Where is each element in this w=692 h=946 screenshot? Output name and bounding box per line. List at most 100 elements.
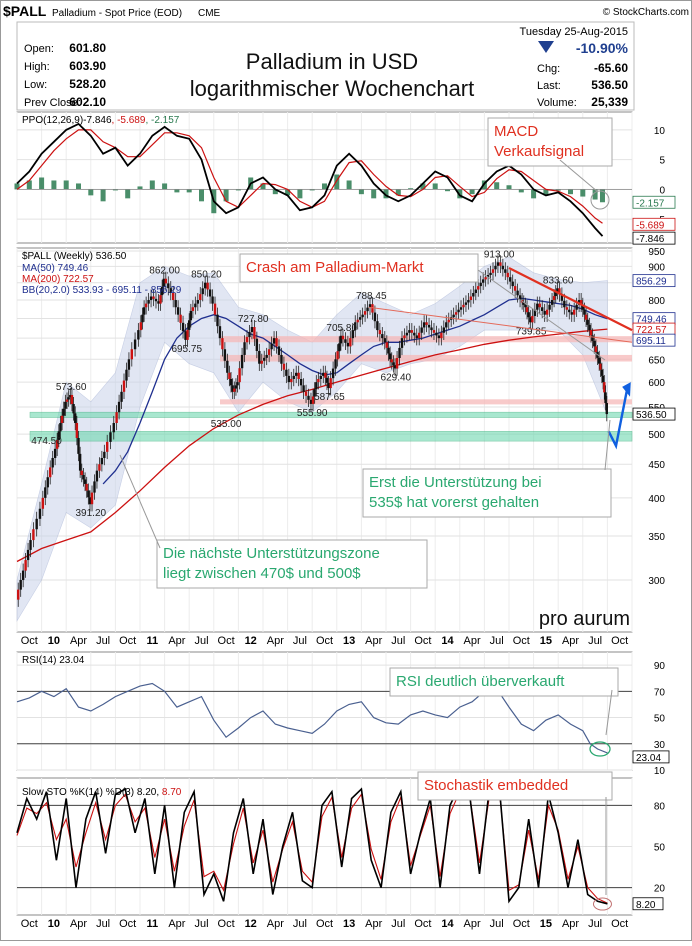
resistance-zone — [220, 354, 632, 362]
x-tick-label: Oct — [611, 635, 628, 647]
price-bar — [511, 281, 514, 287]
price-y-tick: 500 — [648, 430, 665, 441]
legend-item: Slow STO %K(14) %D(3) — [22, 787, 134, 798]
stat-value: 603.90 — [69, 59, 106, 73]
price-bar — [53, 448, 57, 458]
price-panel: 9509008508007507006506005505004504003503… — [16, 247, 676, 633]
rsi-circle — [589, 741, 611, 757]
ppo-histogram-bar — [297, 189, 303, 199]
ppo-last-value-box — [632, 195, 676, 209]
x-tick-label: Jul — [391, 918, 405, 930]
price-bar — [206, 282, 209, 290]
macd-annotation-box — [487, 117, 613, 167]
price-bar — [366, 307, 369, 312]
price-last-value: 749.46 — [636, 315, 667, 326]
price-bar — [93, 481, 96, 493]
price-bar — [529, 317, 532, 323]
exchange: CME — [198, 8, 221, 19]
x-tick-label: 14 — [441, 635, 454, 647]
price-bar — [64, 401, 67, 409]
x-tick-label: 10 — [48, 918, 60, 930]
ppo-y-tick: 0 — [659, 185, 665, 196]
price-bar — [133, 339, 137, 350]
price-label: 695.75 — [171, 344, 202, 355]
price-bar — [240, 354, 244, 369]
ppo-histogram-bar — [112, 189, 118, 191]
x-tick-label: Apr — [365, 635, 382, 647]
x-tick-label: Apr — [365, 918, 382, 930]
price-bar — [211, 296, 214, 304]
x-tick-label: 15 — [540, 918, 552, 930]
price-bar — [292, 375, 295, 379]
x-tick-label: Apr — [168, 635, 185, 647]
price-bar — [467, 300, 470, 303]
x-tick-label: Apr — [562, 918, 579, 930]
stat-label: Prev Close: — [24, 97, 81, 109]
x-tick-label: Oct — [414, 918, 431, 930]
price-bar — [51, 457, 54, 468]
price-bar — [477, 286, 480, 290]
legend-item: -7.846 — [83, 115, 112, 126]
price-bar — [82, 475, 85, 480]
rsi-pointer — [605, 689, 613, 736]
price-bar — [422, 322, 426, 328]
symbol: $PALL — [3, 3, 47, 19]
price-bar — [167, 283, 170, 289]
price-label: 739.85 — [516, 326, 547, 337]
price-label: 535.00 — [211, 419, 242, 430]
price-bar — [501, 265, 505, 270]
price-bar — [125, 369, 128, 381]
price-bar — [445, 322, 448, 328]
price-bar — [388, 353, 392, 360]
price-bar — [398, 347, 401, 359]
price-bar — [72, 404, 75, 414]
x-axis-strip — [17, 633, 632, 647]
price-bar — [236, 382, 239, 386]
price-bar — [447, 319, 450, 323]
price-bar — [223, 349, 227, 361]
price-bar — [405, 332, 409, 336]
price-label: 727.80 — [238, 314, 269, 325]
price-bar — [349, 338, 352, 347]
price-bar — [203, 282, 207, 289]
sto-y-tick: 50 — [654, 843, 666, 854]
x-tick-label: Apr — [70, 918, 87, 930]
price-bar — [117, 401, 121, 413]
price-bar — [67, 397, 70, 400]
description: Palladium - Spot Price (EOD) — [52, 8, 182, 19]
price-bar — [509, 277, 512, 282]
price-bar — [299, 378, 303, 386]
price-bar — [147, 300, 150, 304]
stat-value: 25,339 — [591, 95, 628, 109]
price-bar — [309, 399, 313, 404]
legend: BB(20,2.0) 533.93 - 695.11 - 856.29 — [22, 285, 182, 296]
resistance-zone — [220, 399, 632, 405]
price-bar — [462, 304, 465, 308]
price-bar — [253, 327, 256, 339]
x-tick-label: Jul — [490, 635, 504, 647]
price-bar — [604, 392, 607, 404]
price-bar — [454, 312, 458, 315]
stat-label: Last: — [537, 80, 561, 92]
ppo-histogram-bar — [309, 189, 315, 191]
ppo-histogram-bar — [383, 189, 389, 199]
ppo-histogram-bar — [285, 189, 291, 196]
ppo-y-tick: 5 — [659, 156, 665, 167]
price-bar — [176, 307, 180, 315]
ppo-histogram-bar — [580, 189, 586, 197]
price-bar — [601, 375, 605, 383]
price-bar — [538, 303, 541, 308]
price-bar — [297, 372, 300, 379]
price-y-tick: 650 — [648, 355, 665, 366]
x-tick-label: 13 — [343, 918, 355, 930]
rsi-y-tick: 50 — [654, 714, 666, 725]
price-bar — [452, 314, 455, 318]
price-bar — [589, 330, 593, 336]
price-y-tick: 350 — [648, 532, 665, 543]
ppo-histogram-bar — [149, 180, 155, 190]
price-bar — [358, 317, 362, 320]
x-tick-label: Oct — [119, 918, 136, 930]
price-bar — [435, 332, 438, 336]
price-bar — [543, 310, 546, 315]
